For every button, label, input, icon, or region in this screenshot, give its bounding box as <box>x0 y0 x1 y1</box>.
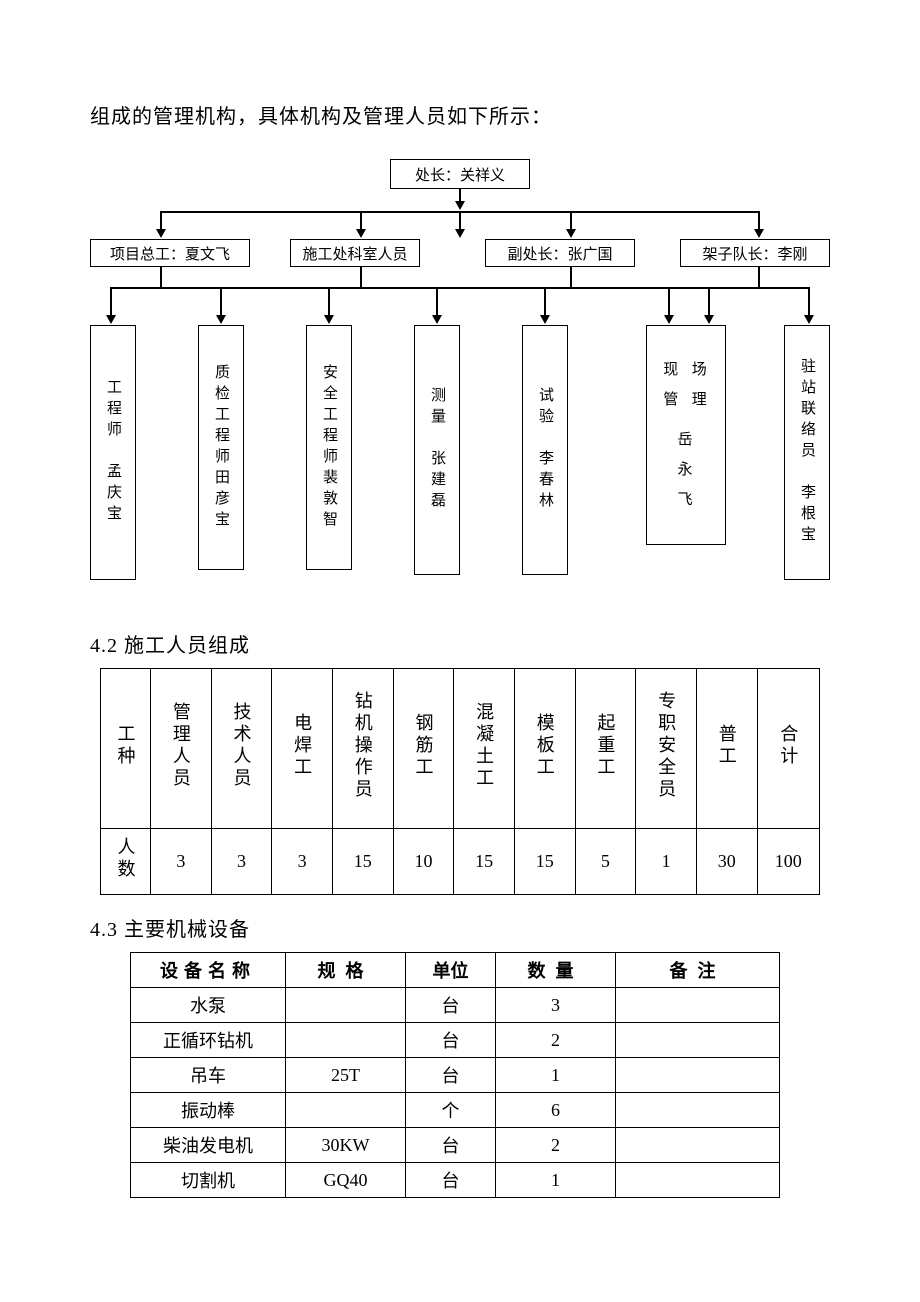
org-bottom-node: 驻站联络员 李根宝 <box>784 325 830 580</box>
col-header: 钻机操作员 <box>350 691 376 801</box>
col-header: 管理人员 <box>168 702 194 790</box>
table-row: 柴油发电机30KW台2 <box>131 1128 780 1163</box>
org-l2-node: 施工处科室人员 <box>290 239 420 267</box>
personnel-table: 工种 管理人员 技术人员 电焊工 钻机操作员 钢筋工 混凝土工 模板工 起重工 … <box>100 668 820 895</box>
intro-paragraph: 组成的管理机构，具体机构及管理人员如下所示： <box>90 100 830 129</box>
col-header: 数量 <box>496 953 616 988</box>
col-header: 电焊工 <box>289 713 315 779</box>
org-chart: 处长：关祥义 项目总工：夏文飞 施工处科室人员 副处长：张广国 架子队长：李刚 <box>90 159 830 589</box>
cell: 30KW <box>286 1128 406 1163</box>
cell <box>616 1023 780 1058</box>
cell: 振动棒 <box>131 1093 286 1128</box>
cell: 10 <box>393 829 454 895</box>
col-header: 专职安全员 <box>653 691 679 801</box>
cell: 台 <box>406 988 496 1023</box>
cell <box>616 1093 780 1128</box>
cell <box>616 988 780 1023</box>
org-bottom-node: 质检工程师田彦宝 <box>198 325 244 570</box>
table-row: 切割机GQ40台1 <box>131 1163 780 1198</box>
cell: 正循环钻机 <box>131 1023 286 1058</box>
table-row: 工种 管理人员 技术人员 电焊工 钻机操作员 钢筋工 混凝土工 模板工 起重工 … <box>101 669 820 829</box>
cell: 5 <box>575 829 636 895</box>
cell: 切割机 <box>131 1163 286 1198</box>
cell: 25T <box>286 1058 406 1093</box>
col-header: 规格 <box>286 953 406 988</box>
table-row: 设备名称 规格 单位 数量 备注 <box>131 953 780 988</box>
org-l2-node: 项目总工：夏文飞 <box>90 239 250 267</box>
col-header: 普工 <box>714 724 740 768</box>
col-header: 模板工 <box>532 713 558 779</box>
cell: 6 <box>496 1093 616 1128</box>
cell <box>286 988 406 1023</box>
cell: GQ40 <box>286 1163 406 1198</box>
cell: 30 <box>696 829 757 895</box>
cell: 柴油发电机 <box>131 1128 286 1163</box>
table-row: 正循环钻机 台2 <box>131 1023 780 1058</box>
cell: 台 <box>406 1023 496 1058</box>
cell: 100 <box>757 829 819 895</box>
cell <box>286 1093 406 1128</box>
org-l2-node: 架子队长：李刚 <box>680 239 830 267</box>
table-row: 水泵 台3 <box>131 988 780 1023</box>
cell: 15 <box>332 829 393 895</box>
cell: 3 <box>151 829 212 895</box>
cell: 个 <box>406 1093 496 1128</box>
cell: 台 <box>406 1128 496 1163</box>
row-label: 人数 <box>113 837 139 881</box>
cell: 水泵 <box>131 988 286 1023</box>
cell: 1 <box>636 829 697 895</box>
col-header: 混凝土工 <box>471 702 497 790</box>
cell <box>616 1128 780 1163</box>
table-row: 人数 3 3 3 15 10 15 15 5 1 30 100 <box>101 829 820 895</box>
row-label: 工种 <box>113 724 139 768</box>
org-bottom-node: 测量 张建磊 <box>414 325 460 575</box>
col-header: 技术人员 <box>228 702 254 790</box>
cell: 3 <box>272 829 333 895</box>
org-bottom-node: 现 场管 理 岳永飞 <box>646 325 726 545</box>
cell: 2 <box>496 1128 616 1163</box>
cell: 15 <box>514 829 575 895</box>
cell <box>616 1058 780 1093</box>
cell: 3 <box>211 829 272 895</box>
cell <box>286 1023 406 1058</box>
col-header: 设备名称 <box>131 953 286 988</box>
cell: 台 <box>406 1163 496 1198</box>
table-row: 振动棒 个6 <box>131 1093 780 1128</box>
col-header: 单位 <box>406 953 496 988</box>
org-l2-node: 副处长：张广国 <box>485 239 635 267</box>
org-bottom-node: 安全工程师裴敦智 <box>306 325 352 570</box>
equipment-table: 设备名称 规格 单位 数量 备注 水泵台3正循环钻机台2吊车25T台1振动棒个6… <box>130 952 780 1198</box>
cell <box>616 1163 780 1198</box>
cell: 1 <box>496 1058 616 1093</box>
cell: 1 <box>496 1163 616 1198</box>
col-header: 起重工 <box>592 713 618 779</box>
col-header: 备注 <box>616 953 780 988</box>
col-header: 钢筋工 <box>410 713 436 779</box>
cell: 2 <box>496 1023 616 1058</box>
col-header: 合计 <box>775 724 801 768</box>
cell: 台 <box>406 1058 496 1093</box>
org-bottom-node: 工程师 孟庆宝 <box>90 325 136 580</box>
cell: 吊车 <box>131 1058 286 1093</box>
org-top-node: 处长：关祥义 <box>390 159 530 189</box>
section-heading-personnel: 4.2 施工人员组成 <box>90 629 830 658</box>
section-heading-equipment: 4.3 主要机械设备 <box>90 913 830 942</box>
cell: 3 <box>496 988 616 1023</box>
cell: 15 <box>454 829 515 895</box>
org-bottom-node: 试验 李春林 <box>522 325 568 575</box>
table-row: 吊车25T台1 <box>131 1058 780 1093</box>
